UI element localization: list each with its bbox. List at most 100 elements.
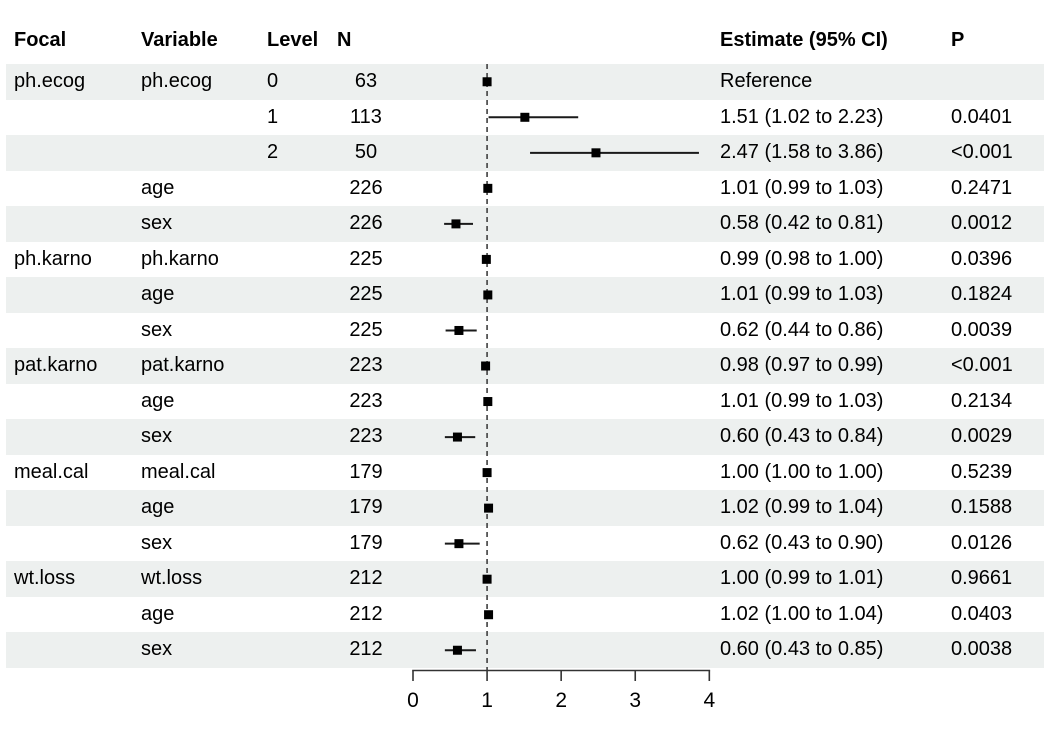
- header-variable: Variable: [141, 29, 218, 51]
- row-p-value: 0.0403: [951, 602, 1013, 625]
- row-p-value: 0.0126: [951, 531, 1013, 554]
- row-estimate-label: 1.00 (0.99 to 1.01): [720, 567, 884, 590]
- row-variable-label: age: [141, 496, 175, 519]
- row-variable-label: sex: [141, 638, 173, 661]
- row-p-value: 0.0029: [951, 425, 1013, 448]
- row-n-value: 63: [354, 70, 378, 92]
- header-level: Level: [267, 29, 319, 51]
- row-focal-label: meal.cal: [14, 460, 89, 483]
- row-n-value: 226: [349, 176, 383, 199]
- row-estimate-label: 0.60 (0.43 to 0.84): [720, 425, 884, 448]
- row-n-value: 212: [349, 567, 383, 590]
- header-focal: Focal: [14, 29, 67, 51]
- row-focal-label: ph.karno: [14, 247, 92, 270]
- x-axis-tick-label: 0: [407, 689, 419, 712]
- table-row: sex 223 0.60 (0.43 to 0.84) 0.0029: [6, 419, 1044, 455]
- row-p-value: 0.0012: [951, 212, 1013, 235]
- row-n-value: 212: [349, 638, 383, 661]
- row-focal-label: pat.karno: [14, 354, 98, 377]
- row-p-value: 0.5239: [951, 460, 1013, 483]
- row-p-value: 0.1588: [951, 496, 1013, 519]
- row-n-value: 113: [350, 105, 382, 128]
- table-row: sex 212 0.60 (0.43 to 0.85) 0.0038: [6, 632, 1044, 668]
- row-estimate-label: 0.99 (0.98 to 1.00): [720, 247, 884, 270]
- row-estimate-label: Reference: [720, 70, 813, 92]
- row-p-value: 0.2471: [951, 176, 1013, 199]
- row-variable-label: age: [141, 176, 175, 199]
- row-variable-label: sex: [141, 531, 173, 554]
- row-p-value: 0.0039: [951, 318, 1013, 341]
- row-estimate-label: 1.01 (0.99 to 1.03): [720, 283, 884, 306]
- row-p-value: <0.001: [951, 141, 1013, 164]
- header-estimate: Estimate (95% CI): [720, 29, 888, 51]
- table-row: ph.ecog ph.ecog 0 63 Reference: [6, 64, 1044, 100]
- table-row: sex 226 0.58 (0.42 to 0.81) 0.0012: [6, 206, 1044, 242]
- row-variable-label: pat.karno: [141, 354, 225, 377]
- x-axis-tick-label: 4: [703, 689, 715, 712]
- row-n-value: 225: [349, 283, 383, 306]
- row-variable-label: ph.ecog: [141, 70, 213, 92]
- row-estimate-label: 1.00 (1.00 to 1.00): [720, 460, 884, 483]
- table-row: ph.karno ph.karno 225 0.99 (0.98 to 1.00) 0.…: [6, 242, 1044, 278]
- row-p-value: 0.1824: [951, 283, 1013, 306]
- row-variable-label: meal.cal: [141, 460, 216, 483]
- row-estimate-label: 0.60 (0.43 to 0.85): [720, 638, 884, 661]
- row-level-label: 1: [267, 105, 279, 128]
- table-row: meal.cal meal.cal 179 1.00 (1.00 to 1.00) 0.…: [6, 455, 1044, 491]
- row-focal-label: ph.ecog: [14, 70, 86, 92]
- row-level-label: 0: [267, 70, 279, 92]
- row-p-value: 0.0396: [951, 247, 1013, 270]
- row-variable-label: sex: [141, 212, 173, 235]
- table-row: age 179 1.02 (0.99 to 1.04) 0.1588: [6, 490, 1044, 526]
- row-n-value: 225: [349, 247, 383, 270]
- row-n-value: 223: [349, 425, 383, 448]
- row-variable-label: sex: [141, 318, 173, 341]
- row-focal-label: wt.loss: [14, 567, 76, 590]
- table-row: sex 225 0.62 (0.44 to 0.86) 0.0039: [6, 313, 1044, 349]
- table-header: Focal Variable Level N Estimate (95% CI)…: [6, 24, 1044, 56]
- row-estimate-label: 1.51 (1.02 to 2.23): [720, 105, 884, 128]
- row-estimate-label: 2.47 (1.58 to 3.86): [720, 141, 884, 164]
- row-level-label: 2: [267, 141, 279, 164]
- row-estimate-label: 0.62 (0.44 to 0.86): [720, 318, 884, 341]
- table-row: sex 179 0.62 (0.43 to 0.90) 0.0126: [6, 526, 1044, 562]
- row-n-value: 179: [349, 531, 383, 554]
- row-p-value: 0.9661: [951, 567, 1013, 590]
- row-variable-label: age: [141, 602, 175, 625]
- row-p-value: 0.0038: [951, 638, 1013, 661]
- row-estimate-label: 1.02 (1.00 to 1.04): [720, 602, 884, 625]
- row-variable-label: wt.loss: [141, 567, 203, 590]
- table-row: age 225 1.01 (0.99 to 1.03) 0.1824: [6, 277, 1044, 313]
- row-n-value: 223: [349, 389, 383, 412]
- table-row: wt.loss wt.loss 212 1.00 (0.99 to 1.01) 0.96…: [6, 561, 1044, 597]
- x-axis-tick-label: 2: [555, 689, 567, 712]
- row-estimate-label: 0.98 (0.97 to 0.99): [720, 354, 884, 377]
- row-n-value: 226: [349, 212, 383, 235]
- row-p-value: <0.001: [951, 354, 1013, 377]
- row-n-value: 179: [349, 460, 383, 483]
- header-p: P: [951, 29, 965, 51]
- row-n-value: 225: [349, 318, 383, 341]
- table-row: age 226 1.01 (0.99 to 1.03) 0.2471: [6, 171, 1044, 207]
- row-variable-label: sex: [141, 425, 173, 448]
- row-n-value: 179: [349, 496, 383, 519]
- row-estimate-label: 0.62 (0.43 to 0.90): [720, 531, 884, 554]
- row-estimate-label: 0.58 (0.42 to 0.81): [720, 212, 884, 235]
- table-row: 2 50 2.47 (1.58 to 3.86) <0.001: [6, 135, 1044, 171]
- row-p-value: 0.2134: [951, 389, 1013, 412]
- x-axis-tick-label: 3: [629, 689, 641, 712]
- row-variable-label: age: [141, 283, 175, 306]
- table-row: age 212 1.02 (1.00 to 1.04) 0.0403: [6, 597, 1044, 633]
- row-estimate-label: 1.01 (0.99 to 1.03): [720, 176, 884, 199]
- header-n: N: [337, 29, 352, 51]
- table-row: 1 113 1.51 (1.02 to 2.23) 0.0401: [6, 100, 1044, 136]
- row-variable-label: ph.karno: [141, 247, 219, 270]
- table-row: age 223 1.01 (0.99 to 1.03) 0.2134: [6, 384, 1044, 420]
- row-n-value: 212: [349, 602, 383, 625]
- row-estimate-label: 1.01 (0.99 to 1.03): [720, 389, 884, 412]
- row-p-value: 0.0401: [951, 105, 1013, 128]
- row-variable-label: age: [141, 389, 175, 412]
- row-n-value: 50: [354, 141, 378, 164]
- row-n-value: 223: [349, 354, 383, 377]
